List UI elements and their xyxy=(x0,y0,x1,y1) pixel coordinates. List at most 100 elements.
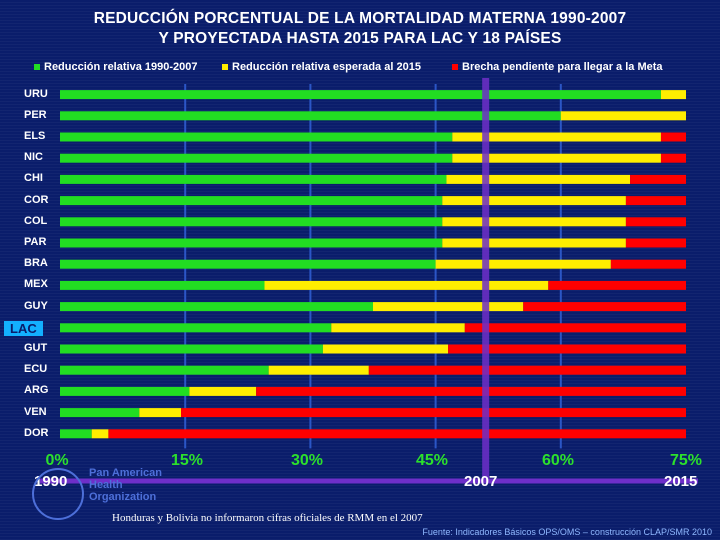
category-label-text: CHI xyxy=(24,172,43,185)
category-label-ven: VEN xyxy=(0,406,50,418)
category-label-text: GUY xyxy=(24,299,48,312)
bar-els-series-2 xyxy=(660,132,686,142)
bar-chi-series-1 xyxy=(446,174,631,184)
bar-ecu-series-1 xyxy=(268,365,369,375)
category-label-arg: ARG xyxy=(0,384,50,396)
category-label-bra: BRA xyxy=(0,257,50,269)
bar-els-series-0 xyxy=(60,132,453,142)
chart-subtitle: Y PROYECTADA HASTA 2015 PARA LAC Y 18 PA… xyxy=(158,30,562,47)
category-label-text: DOR xyxy=(24,426,49,439)
bar-ecu-series-0 xyxy=(60,365,269,375)
bar-mex-series-1 xyxy=(264,280,549,290)
category-label-text: GUT xyxy=(24,342,48,354)
bar-cor-series-0 xyxy=(60,196,443,206)
bar-nic-series-1 xyxy=(452,153,661,163)
year-marker-2015: 2015 xyxy=(664,473,698,490)
category-label-text: PER xyxy=(24,108,47,121)
category-label-par: PAR xyxy=(0,236,50,248)
category-label-text: VEN xyxy=(24,405,47,418)
bar-col-series-2 xyxy=(625,217,686,227)
bar-par-series-0 xyxy=(60,238,443,248)
category-label-nic: NIC xyxy=(0,151,50,163)
footnote: Honduras y Bolivia no informaron cifras … xyxy=(112,512,423,524)
bar-ven-series-0 xyxy=(60,408,140,418)
category-label-mex: MEX xyxy=(0,278,50,290)
category-label-text: PAR xyxy=(24,236,47,248)
legend-label: Reducción relativa 1990-2007 xyxy=(44,61,198,73)
bar-ecu-series-2 xyxy=(368,365,686,375)
paho-globe-icon xyxy=(32,468,84,520)
category-label-text: URU xyxy=(24,87,48,100)
category-label-ecu: ECU xyxy=(0,363,50,375)
legend-swatch xyxy=(452,64,458,70)
bar-chi-series-2 xyxy=(630,174,686,184)
bar-ven-series-1 xyxy=(139,408,182,418)
bar-gut-series-1 xyxy=(322,344,449,354)
x-tick-label: 75% xyxy=(669,452,703,469)
bar-arg-series-2 xyxy=(256,386,686,396)
category-label-text: BRA xyxy=(24,257,48,270)
bar-uru-series-0 xyxy=(60,90,661,100)
bar-cor-series-2 xyxy=(625,196,686,206)
x-tick-label: 60% xyxy=(541,452,575,469)
category-label-els: ELS xyxy=(0,130,50,142)
paho-logo-text: Pan American Health Organization xyxy=(89,467,162,503)
bar-chi-series-0 xyxy=(60,174,447,184)
category-label-text: NIC xyxy=(24,151,43,164)
bar-per-series-0 xyxy=(60,111,561,121)
category-label-lac: LAC xyxy=(0,320,50,336)
category-label-chi: CHI xyxy=(0,172,50,184)
bar-uru-series-1 xyxy=(660,90,686,100)
category-label-text: ELS xyxy=(24,130,46,142)
category-label-cor: COR xyxy=(0,194,50,206)
bar-arg-series-0 xyxy=(60,386,190,396)
legend-swatch xyxy=(222,64,228,70)
category-label-text: ARG xyxy=(24,384,49,397)
bar-guy-series-1 xyxy=(373,302,524,312)
paho-logo-line: Organization xyxy=(89,491,157,503)
category-label-guy: GUY xyxy=(0,300,50,312)
source-credit: Fuente: Indicadores Básicos OPS/OMS – co… xyxy=(422,527,712,537)
legend-item-reduccion-esperada-2015: Reducción relativa esperada al 2015 xyxy=(222,60,421,74)
legend-label: Brecha pendiente para llegar a la Meta xyxy=(462,61,663,73)
bar-col-series-1 xyxy=(442,217,626,227)
bar-col-series-0 xyxy=(60,217,443,227)
bar-lac-series-1 xyxy=(331,323,465,333)
paho-logo-line: Pan American xyxy=(89,467,162,479)
bar-gut-series-2 xyxy=(448,344,686,354)
year-marker-2007: 2007 xyxy=(464,473,498,490)
bar-lac-series-2 xyxy=(464,323,686,333)
bar-dor-series-1 xyxy=(91,429,109,439)
x-tick-label: 0% xyxy=(45,452,69,469)
bar-bra-series-1 xyxy=(435,259,611,269)
legend-swatch xyxy=(34,64,40,70)
category-label-text: ECU xyxy=(24,363,48,376)
bar-nic-series-0 xyxy=(60,153,453,163)
bar-lac-series-0 xyxy=(60,323,332,333)
category-label-text: COR xyxy=(24,193,49,206)
x-tick-label: 45% xyxy=(415,452,449,469)
bar-guy-series-2 xyxy=(523,302,686,312)
category-label-dor: DOR xyxy=(0,427,50,439)
x-tick-label: 30% xyxy=(290,452,324,469)
category-label-text: LAC xyxy=(4,320,43,336)
bar-mex-series-0 xyxy=(60,280,265,290)
bar-ven-series-2 xyxy=(181,408,686,418)
category-label-gut: GUT xyxy=(0,342,50,354)
legend-item-reduccion-1990-2007: Reducción relativa 1990-2007 xyxy=(34,60,197,74)
bar-dor-series-0 xyxy=(60,429,92,439)
bar-par-series-1 xyxy=(442,238,626,248)
category-label-text: COL xyxy=(24,214,48,227)
x-tick-label: 15% xyxy=(170,452,204,469)
bar-els-series-1 xyxy=(452,132,661,142)
bar-cor-series-1 xyxy=(442,196,626,206)
bar-mex-series-2 xyxy=(548,280,686,290)
bar-guy-series-0 xyxy=(60,302,373,312)
bar-par-series-2 xyxy=(625,238,686,248)
paho-logo-line: Health xyxy=(89,479,123,491)
category-label-uru: URU xyxy=(0,88,50,100)
bar-bra-series-0 xyxy=(60,259,436,269)
bar-bra-series-2 xyxy=(610,259,686,269)
